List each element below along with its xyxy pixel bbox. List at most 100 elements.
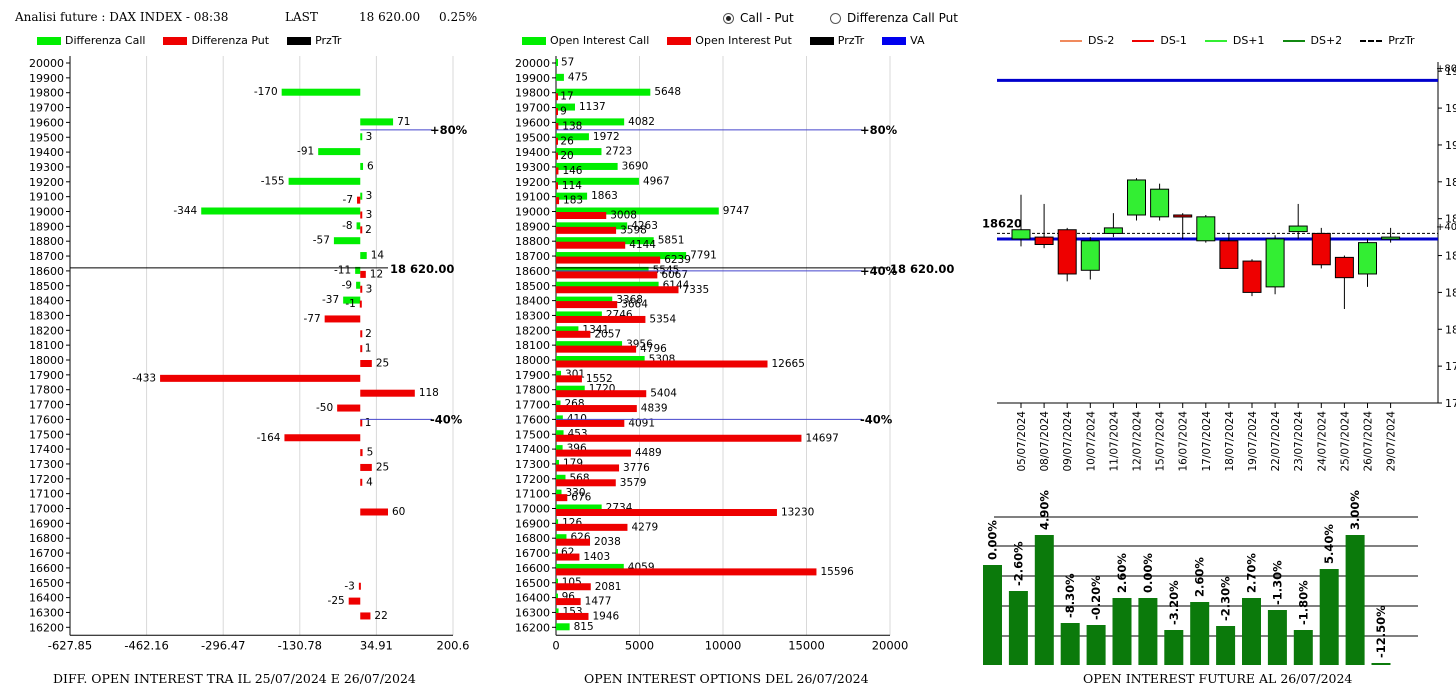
- legend-item: PrzTr: [287, 34, 341, 47]
- data-label: 330: [566, 487, 586, 499]
- y-tick-label: 19300: [29, 161, 64, 174]
- change-pct: 0.25%: [439, 10, 478, 24]
- y-tick-label: 18700: [29, 250, 64, 263]
- data-label: 676: [571, 492, 591, 504]
- radio-call-put[interactable]: Call - Put: [723, 11, 794, 25]
- bar: [556, 568, 817, 576]
- bar: [556, 608, 559, 616]
- y-tick-label: 17200: [515, 473, 550, 486]
- x-tick-label: 0: [552, 638, 559, 652]
- diff-oi-chart: -627.85 -462.16 -296.47 -130.78 34.91 200.6 20…: [29, 56, 469, 652]
- bar: [556, 241, 626, 249]
- marker-label: -40%: [860, 412, 893, 426]
- y-tick-label: 19800: [515, 87, 550, 100]
- x-tick-label: 24/07/2024: [1316, 411, 1328, 472]
- marker-label: +40%: [860, 264, 898, 278]
- bar: [333, 237, 361, 245]
- y-tick-label: 18700: [1445, 213, 1456, 226]
- bar: [556, 252, 687, 260]
- legend-label: Open Interest Put: [695, 34, 792, 47]
- data-label: 60: [392, 506, 405, 518]
- data-label: 1863: [591, 190, 618, 202]
- y-tick-label: 19100: [29, 191, 64, 204]
- bar: [360, 252, 367, 260]
- y-tick-label: 16300: [515, 606, 550, 619]
- bar: [556, 301, 618, 309]
- y-tick-label: 17000: [29, 503, 64, 516]
- bar: [556, 464, 620, 472]
- bar: [556, 578, 558, 586]
- bar: [556, 73, 564, 81]
- legend-label: PrzTr: [315, 34, 342, 47]
- y-tick-label: 18400: [515, 295, 550, 308]
- bar: [556, 430, 564, 438]
- legend-item: DS-1: [1132, 34, 1187, 47]
- data-label: -57: [313, 235, 330, 247]
- y-tick-label: 17300: [515, 458, 550, 471]
- data-label: 2038: [594, 536, 621, 548]
- data-label: -25: [328, 595, 345, 607]
- oi-options-chart: 0 5000 10000 15000 20000 20000 19900 19800 19700…: [515, 56, 954, 652]
- legend-item: Open Interest Call: [522, 34, 649, 47]
- candle-body: [1034, 236, 1054, 245]
- radio-differenza[interactable]: Differenza Call Put: [830, 11, 958, 25]
- bar: [556, 356, 645, 363]
- header: Analisi future : DAX INDEX - 08:38 LAST …: [0, 0, 1456, 56]
- bar: [556, 593, 558, 601]
- legend-panel3: DS-2 DS-1 DS+1 DS+2 PrzTr: [1060, 34, 1433, 47]
- bar: [556, 59, 558, 66]
- x-tick-label: -130.78: [278, 638, 322, 652]
- data-label: 3690: [622, 160, 649, 172]
- y-tick-label: 18100: [1445, 323, 1456, 336]
- oi-bar-label: -0.20%: [1089, 575, 1103, 620]
- x-tick-label: 26/07/2024: [1363, 411, 1375, 472]
- oi-bar: [1242, 598, 1261, 665]
- data-label: 2057: [594, 328, 621, 340]
- price-label: 18620: [982, 216, 1022, 230]
- data-label: 146: [562, 165, 582, 177]
- oi-bar: [1371, 663, 1391, 665]
- bar: [556, 133, 589, 141]
- legend-item: Differenza Call: [37, 34, 145, 47]
- x-tick-label: 08/07/2024: [1039, 411, 1051, 472]
- legend-swatch-black: [287, 36, 312, 45]
- legend-line-przr: [1360, 39, 1383, 42]
- candle-body: [1150, 188, 1170, 218]
- bar: [360, 226, 363, 234]
- bar: [556, 315, 646, 323]
- data-label: 5404: [650, 388, 677, 400]
- bar: [556, 256, 661, 264]
- data-label: 3598: [620, 224, 647, 236]
- legend-swatch-black: [809, 36, 834, 45]
- y-tick-label: 18800: [515, 235, 550, 248]
- legend-swatch-red: [667, 36, 692, 45]
- bar: [357, 196, 361, 204]
- data-label: -11: [334, 264, 351, 276]
- data-label: -164: [257, 432, 281, 444]
- data-label: 5: [367, 447, 374, 459]
- y-tick-label: 18600: [29, 265, 64, 278]
- y-tick-label: 17800: [515, 384, 550, 397]
- bar: [284, 434, 361, 442]
- x-tick-label: 11/07/2024: [1108, 411, 1120, 472]
- y-tick-label: 16500: [29, 577, 64, 590]
- y-tick-label: 18700: [515, 250, 550, 263]
- y-tick-label: 17100: [515, 488, 550, 501]
- future-candle-chart: 17700 17900 18100 18300 18500 18700 18900 19100…: [982, 62, 1456, 472]
- bar: [556, 271, 658, 279]
- bar: [556, 286, 679, 294]
- data-label: 4263: [631, 220, 658, 232]
- bar: [556, 385, 585, 393]
- y-tick-label: 16900: [29, 517, 64, 530]
- bar: [556, 553, 580, 561]
- data-label: 2: [365, 224, 372, 236]
- y-tick-label: 17800: [29, 384, 64, 397]
- bar: [556, 108, 558, 116]
- y-tick-label: 17900: [515, 369, 550, 382]
- oi-bar-label: 5.40%: [1322, 524, 1336, 564]
- x-tick-label: 16/07/2024: [1178, 411, 1190, 472]
- y-tick-label: 17500: [515, 428, 550, 441]
- bar: [556, 479, 616, 487]
- bar: [281, 88, 361, 96]
- bar: [556, 237, 654, 245]
